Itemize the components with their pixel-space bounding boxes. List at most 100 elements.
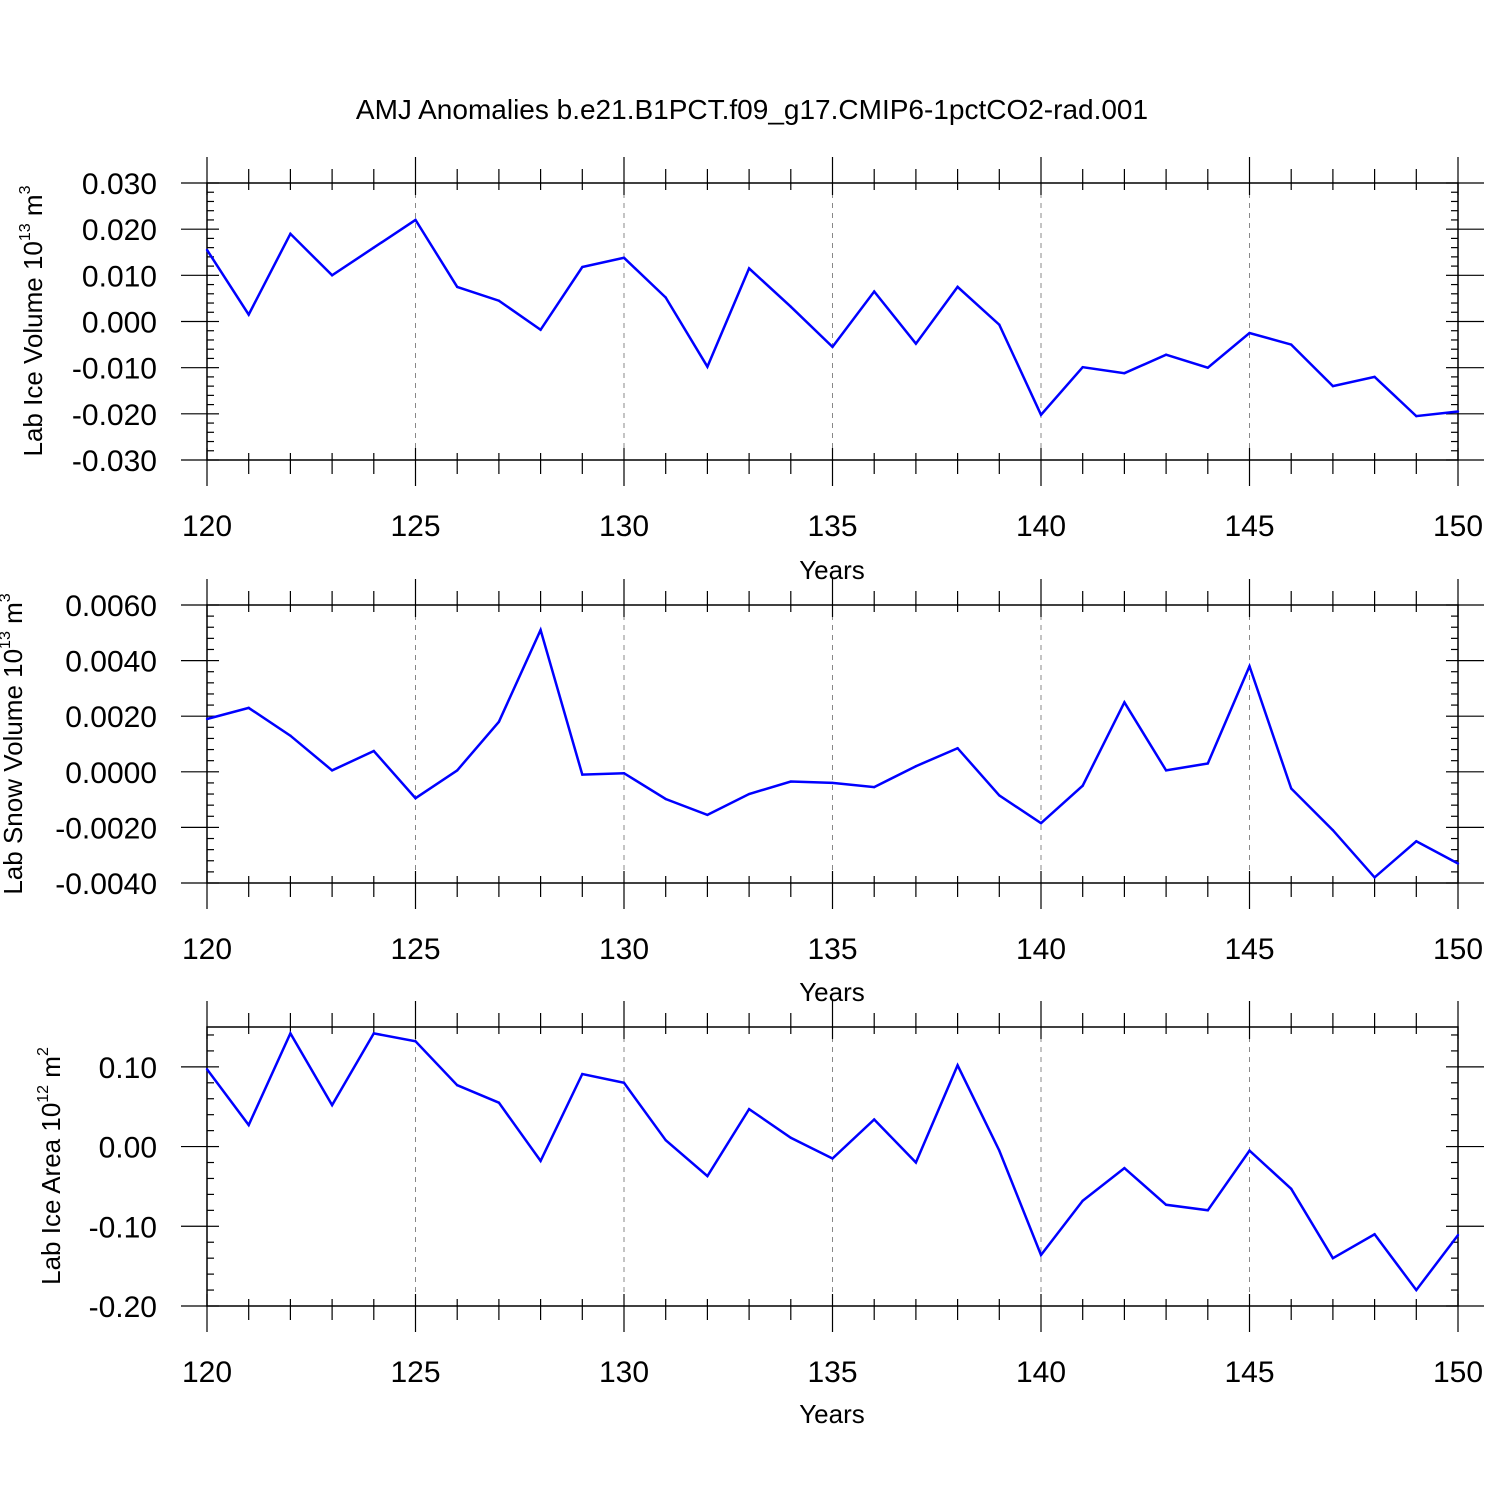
y-tick-labels: 0.10 0.00 -0.10 -0.20 [89,1052,157,1324]
y-tick-label: 0.020 [82,214,157,247]
y-axis-label-text: Lab Snow Volume 10 [0,649,28,895]
data-point [914,765,918,768]
data-point [873,290,876,293]
data-point [289,1032,292,1035]
y-axis-label-unit: m [18,194,48,223]
y-tick-label: -0.010 [72,353,157,386]
data-point [747,267,751,270]
data-point [622,771,626,775]
x-tick-labels: 120 125 130 135 140 145 150 [182,510,1483,543]
y-axis-label-exp: 13 [0,631,14,649]
data-point [1248,1149,1251,1152]
data-point [539,628,542,632]
data-point [247,313,250,316]
data-series [205,626,1460,880]
data-point [247,1123,250,1127]
y-tick-label: 0.0020 [65,701,157,734]
data-point [622,1081,626,1085]
y-axis-label: Lab Ice Area 1012 m2 [35,1047,66,1285]
data-point [456,1083,459,1087]
data-point [1081,1199,1084,1202]
x-tick-label: 120 [182,510,232,543]
x-tick-label: 130 [599,933,649,966]
data-point [1039,1253,1043,1257]
x-tick-label: 150 [1433,933,1483,966]
x-tick-label: 140 [1016,1356,1066,1389]
grid-lines [415,183,1250,460]
data-point [1039,822,1043,825]
data-point [414,797,417,800]
x-tick-label: 145 [1224,933,1274,966]
data-point [622,256,626,259]
data-point [289,232,292,235]
data-point [497,720,501,723]
y-axis-label-text: Lab Ice Area 10 [36,1103,66,1285]
data-point [1081,366,1084,369]
x-tick-label: 135 [807,1356,857,1389]
y-axis-label-unit: m [36,1056,66,1085]
grid-lines [415,605,1250,883]
x-axis-label: Years [799,1399,865,1429]
panel-ice-area: 0.10 0.00 -0.10 -0.20 120 125 130 135 140 145 150… [35,1001,1484,1429]
data-point [539,1159,542,1163]
data-point [1081,784,1084,787]
x-tick-labels: 120 125 130 135 140 145 150 [182,1356,1483,1389]
x-tick-labels: 120 125 130 135 140 145 150 [182,933,1483,966]
x-tick-label: 150 [1433,1356,1483,1389]
x-tick-label: 125 [390,510,440,543]
data-point [914,1161,918,1164]
y-axis-label: Lab Ice Volume 1013 m3 [17,185,48,456]
data-point [956,285,959,289]
y-tick-labels: 0.0060 0.0040 0.0020 0.0000 -0.0020 -0.0040 [55,590,157,901]
data-point [831,781,834,785]
data-point [747,792,751,796]
data-point [1123,701,1126,704]
data-point [1123,1166,1126,1170]
y-axis-label-unit-exp: 3 [17,185,34,194]
x-tick-label: 135 [807,933,857,966]
y-tick-label: 0.00 [99,1132,157,1165]
data-point [1456,1233,1460,1237]
y-tick-label: 0.0060 [65,590,157,623]
y-axis-label-exp: 13 [17,223,34,241]
x-tick-label: 125 [390,933,440,966]
data-point [1415,840,1418,843]
data-point [497,299,501,302]
data-point [1331,1256,1335,1260]
y-tick-label: 0.0000 [65,757,157,790]
data-point [789,1136,792,1140]
data-point [747,1107,751,1111]
data-point [414,1040,417,1043]
data-point [1290,343,1293,346]
data-point [1373,876,1376,879]
plot-frame [206,182,1459,461]
y-tick-label: 0.000 [82,307,157,340]
data-point [998,323,1001,326]
x-tick-label: 150 [1433,510,1483,543]
data-point [456,285,459,289]
data-point [372,749,375,753]
data-point [831,1157,834,1160]
data-point [289,734,292,737]
data-point [581,265,584,269]
y-axis-label-exp: 12 [35,1085,52,1103]
data-point [998,794,1001,797]
data-series [205,1030,1460,1293]
data-point [247,706,250,710]
data-point [664,296,667,299]
data-point [497,1101,501,1104]
data-point [831,345,834,349]
data-point [372,1032,375,1035]
data-point [706,365,709,368]
data-point [1331,828,1335,832]
data-point [1164,1203,1168,1206]
data-point [581,773,584,776]
x-tick-label: 140 [1016,933,1066,966]
tick-marks [181,157,1484,486]
y-tick-label: -0.0040 [55,868,157,901]
data-series [205,218,1460,418]
data-point [1206,1209,1210,1212]
data-point [1415,414,1418,418]
data-point [789,780,792,783]
data-point [330,1103,334,1107]
